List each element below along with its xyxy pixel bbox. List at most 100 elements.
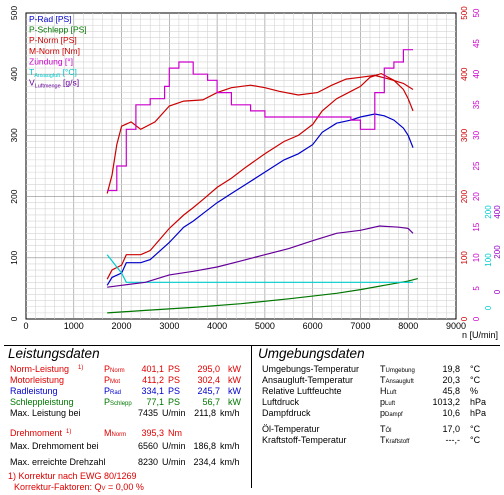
axis-magenta-tick: 45 <box>472 39 481 48</box>
ambient-row-label: Luftdruck <box>262 397 300 407</box>
legend-suffix: [°C] <box>60 67 77 77</box>
info-panel: Leistungsdaten Umgebungsdaten Norm-Leist… <box>0 344 504 492</box>
x-axis: 0 1000 2000 3000 4000 5000 6000 7000 8000 9000 <box>23 321 466 331</box>
legend-label: P-Schlepp [PS] <box>29 25 87 35</box>
legend-label: Zündung [°] <box>29 56 73 66</box>
legend-entry-0: P-Rad [PS] <box>29 14 72 24</box>
series-line-2 <box>106 72 414 280</box>
legend-entry-1: P-Schlepp [PS] <box>29 25 87 35</box>
symbol: P <box>104 364 111 374</box>
symbol: M <box>104 428 112 438</box>
symbol-sub: Rad <box>110 390 122 396</box>
ambient-row-label: Öl-Temperatur <box>262 424 320 434</box>
series-line-5 <box>106 254 413 283</box>
power-row-value-ps: 411,2 <box>142 375 164 385</box>
axis-red-tick: 500 <box>460 6 469 20</box>
ambient-row-unit: % <box>470 386 479 396</box>
ambient-row-value: 10,6 <box>442 408 460 418</box>
symbol-sub: Luft <box>385 401 396 407</box>
ambient-row-unit: °C <box>470 364 481 374</box>
power-row-unit-kw: kW <box>228 397 241 407</box>
symbol: P <box>104 375 111 385</box>
power-row-symbol: PMot <box>104 375 120 388</box>
power-row-unit-ps: PS <box>168 364 181 374</box>
legend-entry-6: VLuftmenge [g/s] <box>29 78 79 90</box>
factors-value: = 0,00 % <box>105 482 144 492</box>
legend-label: P-Norm [PS] <box>29 35 77 45</box>
axis-red-tick: 200 <box>460 189 469 203</box>
legend-entry-4: Zündung [°] <box>29 56 73 66</box>
factors-label: Korrektur-Faktoren: Q <box>14 482 102 492</box>
x-tick-label: 2000 <box>112 321 132 331</box>
footnote-correction: 1) Korrektur nach EWG 80/1269 <box>8 471 137 481</box>
ambient-row-unit: hPa <box>470 397 487 407</box>
axis-magenta-tick: 25 <box>472 161 481 170</box>
symbol-sub: Mot <box>110 379 121 385</box>
ambient-row-label: Dampfdruck <box>262 408 311 418</box>
max-power-label: Max. Leistung bei <box>10 408 81 418</box>
axis-magenta-tick: 35 <box>472 100 481 109</box>
power-row-symbol: PRad <box>104 386 121 399</box>
symbol: T <box>380 435 386 445</box>
axis-cyan-tick: 100 <box>484 253 493 267</box>
power-row-label: Motorleistung <box>10 375 65 385</box>
max-rpm-rpm: 8230 <box>137 457 158 467</box>
power-row-symbol: PNorm <box>104 364 125 377</box>
power-row-unit-ps: PS <box>168 375 181 385</box>
legend-entry-2: P-Norm [PS] <box>29 35 77 45</box>
x-tick-label: 1000 <box>64 321 84 331</box>
divider-top <box>4 345 500 346</box>
power-row-ref: 1) <box>78 365 84 371</box>
series-line-3 <box>106 74 414 194</box>
power-row-value-ps: 334,1 <box>141 386 164 396</box>
axis-magenta-tick: 50 <box>472 8 481 17</box>
ambient-row-value: ---,- <box>445 435 461 445</box>
ambient-row-symbol: TAnsaugluft <box>380 375 414 388</box>
grid <box>26 13 456 319</box>
ambient-row-symbol: HLuft <box>380 386 397 399</box>
power-row-label: Radleistung <box>10 386 58 396</box>
symbol: T <box>380 364 386 374</box>
series-group <box>106 49 418 314</box>
left-tick-label: 500 <box>9 6 19 20</box>
symbol-sub: Dampf <box>385 412 403 418</box>
symbol: H <box>380 386 387 396</box>
left-axis: 0 100 200 300 400 500 <box>9 6 19 322</box>
ambient-row-symbol: pDampf <box>380 408 403 421</box>
power-row-value-kw: 245,7 <box>197 386 220 396</box>
max-power-speed: 211,8 <box>194 408 216 418</box>
symbol: P <box>104 386 111 396</box>
axis-magenta-tick: 10 <box>472 253 481 262</box>
power-row-unit-kw: kW <box>228 364 241 374</box>
symbol-sub: Öl <box>385 428 392 434</box>
ambient-row-label: Ansaugluft-Temperatur <box>262 375 354 385</box>
torque-label: Drehmoment <box>10 428 63 438</box>
symbol: p <box>380 408 386 418</box>
legend-entry-5: TAnsaugluft [°C] <box>29 67 77 79</box>
left-tick-label: 400 <box>9 67 19 81</box>
ambient-row-unit: °C <box>470 435 481 445</box>
max-torque-speed-unit: km/h <box>220 441 240 451</box>
max-rpm-speed-unit: km/h <box>220 457 240 467</box>
symbol-sub: Umgebung <box>385 368 415 374</box>
power-row-value-kw: 302,4 <box>197 375 220 385</box>
symbol: P <box>104 397 111 407</box>
x-tick-label: 6000 <box>303 321 323 331</box>
ambient-row-label: Umgebungs-Temperatur <box>262 364 360 374</box>
right-axes: 0100200300400500051015202530354045500100… <box>460 6 502 321</box>
ambient-row-symbol: pLuft <box>380 397 395 410</box>
power-row-label: Norm-Leistung <box>10 364 70 374</box>
power-row-unit-kw: kW <box>228 386 241 396</box>
ambient-row-unit: hPa <box>470 408 487 418</box>
axis-red-tick: 0 <box>460 316 469 321</box>
left-tick-label: 200 <box>9 189 19 203</box>
power-row-value-kw: 295,0 <box>197 364 220 374</box>
left-tick-label: 0 <box>9 316 19 321</box>
max-power-speed-unit: km/h <box>220 408 240 418</box>
ambient-row-value: 20,3 <box>442 375 460 385</box>
symbol-sub: Ansaugluft <box>385 379 414 385</box>
axis-magenta-tick: 5 <box>472 286 481 291</box>
series-line-1 <box>107 278 418 314</box>
power-row-label: Schleppleistung <box>10 397 74 407</box>
